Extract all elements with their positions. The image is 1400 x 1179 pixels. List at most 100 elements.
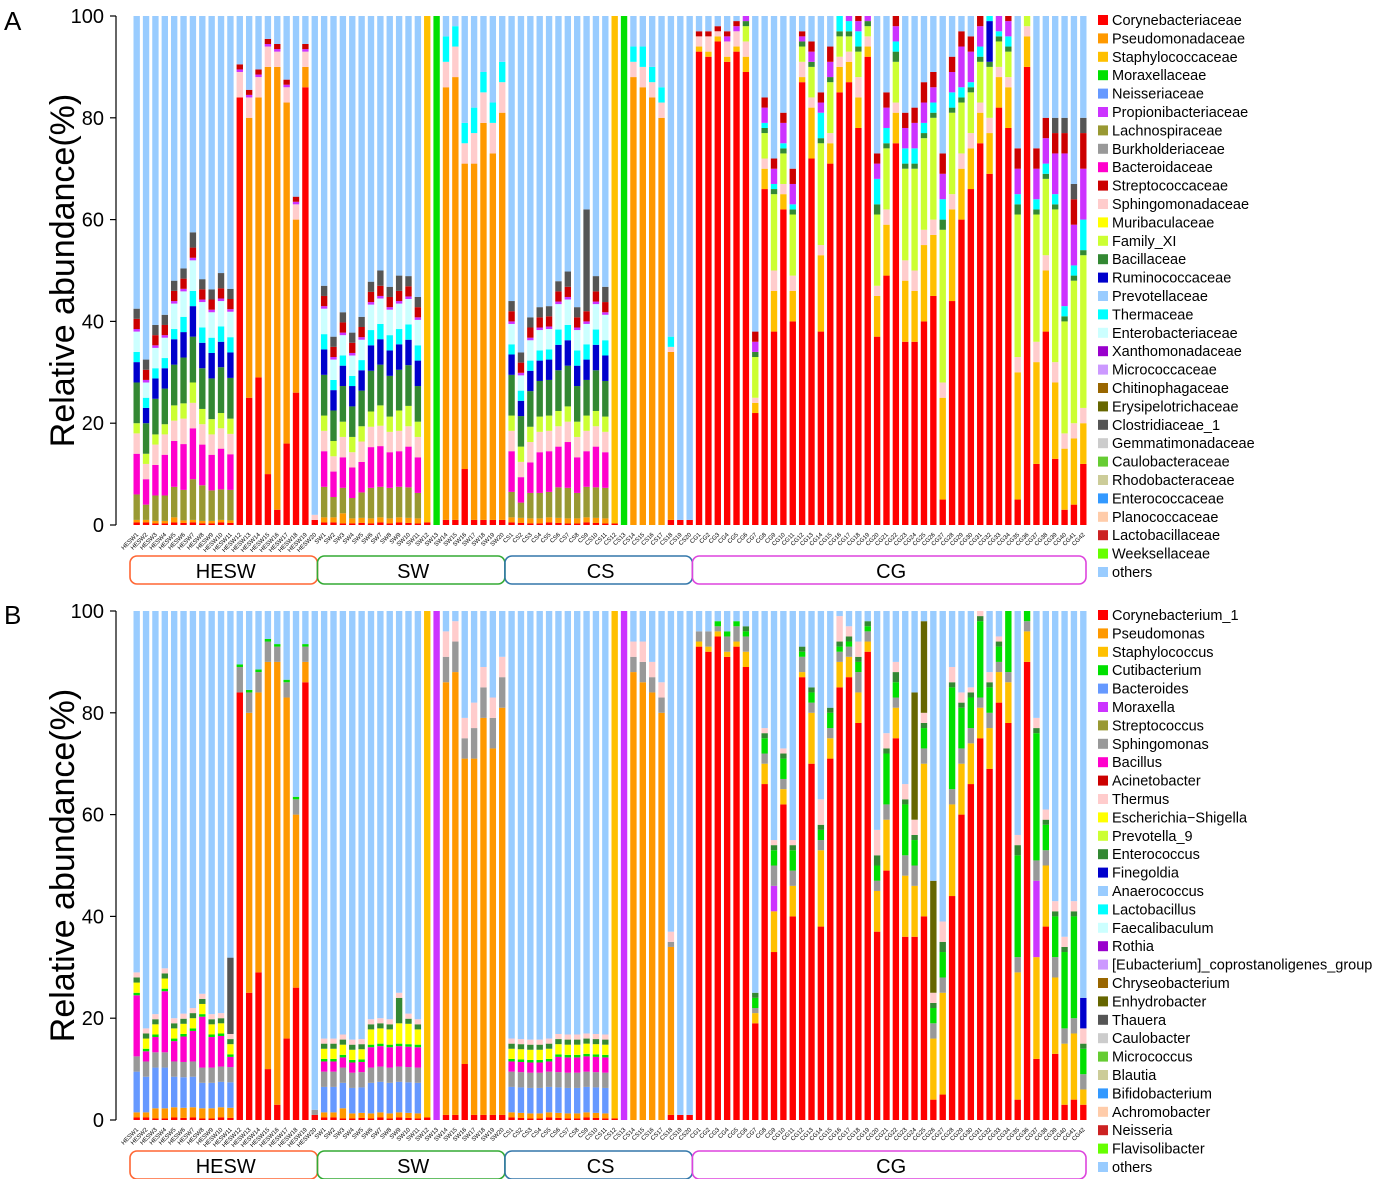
bar-segment-lachnospiraceae [583, 486, 590, 518]
legend-label: Moraxellaceae [1112, 68, 1206, 84]
bar-segment-corynebacterium-1 [189, 1117, 197, 1120]
bar-segment-others [817, 611, 825, 800]
legend-swatch [1098, 456, 1108, 467]
bar-segment-escherichia-shigella [170, 1028, 178, 1039]
legend-swatch [1098, 646, 1108, 657]
bar-CG29 [958, 16, 965, 525]
bar-segment-corynebacteriaceae [517, 522, 525, 525]
legend-label: Thauera [1112, 1013, 1167, 1029]
bar-segment-others [1014, 611, 1021, 835]
bar-segment-streptococcaceae [592, 291, 600, 302]
bar-segment-pseudomonadaceae [527, 518, 534, 524]
bar-segment-enterococcus [395, 997, 403, 1024]
bar-segment-others [339, 611, 347, 1035]
bar-segment-bacteroidaceae [358, 461, 365, 493]
bar-segment-others [545, 16, 553, 307]
bar-segment-thermus [180, 1013, 187, 1019]
bar-segment-corynebacterium-1 [752, 1023, 759, 1120]
legend-label: Enterococcaceae [1112, 491, 1224, 507]
bar-segment-corynebacterium-1 [245, 992, 253, 1120]
bar-segment-sphingomonas [930, 1023, 937, 1039]
bar-segment-sphingomonadaceae [414, 436, 422, 458]
bar-segment-escherichia-shigella [199, 1003, 206, 1015]
bar-segment-sphingomonadaceae [930, 219, 937, 235]
bar-segment-others [761, 611, 768, 729]
bar-segment-propionibacteriaceae [930, 87, 937, 103]
bar-segment-streptococcaceae [733, 21, 740, 27]
bar-segment-corynebacterium-1 [133, 1117, 140, 1120]
bar-segment-escherichia-shigella [152, 1024, 159, 1035]
bar-segment-thermus [1080, 1028, 1087, 1044]
bar-segment-corynebacterium-1 [911, 936, 918, 1120]
bar-segment-staphylococcaceae [1014, 372, 1021, 500]
bar-segment-others [264, 16, 272, 39]
bar-segment-streptococcaceae [180, 278, 187, 289]
bar-segment-sphingomonas [255, 672, 262, 693]
bar-segment-corynebacterium-1 [1080, 1104, 1087, 1120]
bar-CG15 [827, 16, 834, 526]
bar-segment-enterococcus [1070, 911, 1078, 917]
bar-segment-corynebacteriaceae [217, 522, 225, 525]
bar-HESW14 [255, 16, 262, 525]
bar-segment-corynebacterium-1 [808, 763, 815, 1120]
bar-CG15 [827, 611, 834, 1120]
bar-segment-bacillaceae [527, 391, 534, 427]
bar-segment-cutibacterium [161, 988, 168, 992]
bar-segment-family-xi [602, 416, 609, 432]
bar-segment-corynebacteriaceae [1061, 509, 1068, 525]
bar-segment-corynebacteriaceae [142, 522, 150, 525]
bar-segment-bacillaceae [808, 61, 815, 67]
bar-segment-clostridiaceae-1 [574, 307, 581, 318]
bar-segment-sphingomonadaceae [892, 102, 900, 113]
bar-segment-staphylococcaceae [911, 290, 918, 342]
bar-segment-lachnospiraceae [405, 487, 412, 518]
bar-segment-sphingomonas [414, 1067, 422, 1083]
bar-segment-enterobacteriaceae [320, 308, 328, 335]
bar-segment-ruminococcaceae [152, 378, 159, 399]
bar-segment-corynebacterium-1 [827, 758, 834, 1120]
bar-segment-others [798, 611, 806, 647]
bar-segment-bacillaceae [320, 374, 328, 416]
bar-segment-corynebacteriaceae [152, 523, 159, 525]
bar-segment-pseudomonadaceae [667, 351, 675, 520]
bar-segment-pseudomonas [489, 748, 497, 1115]
bar-CS16 [648, 16, 656, 525]
bar-segment-propionibacteriaceae [292, 201, 300, 205]
bar-segment-cutibacterium [133, 992, 140, 996]
bar-segment-others [967, 16, 975, 37]
bar-segment-thermaceae [470, 107, 478, 134]
bar-segment-others [1070, 16, 1078, 184]
bar-segment-corynebacterium-1 [714, 636, 721, 1120]
y-tick-label: 60 [82, 805, 104, 827]
bar-segment-propionibacteriaceae [967, 51, 975, 83]
bar-CS19 [677, 16, 684, 525]
bar-segment-others [658, 611, 665, 683]
bar-segment-family-xi [986, 66, 993, 118]
legend-label: Muribaculaceae [1112, 215, 1214, 231]
bar-segment-family-xi [367, 411, 375, 427]
bar-segment-bacillaceae [1061, 316, 1068, 322]
bar-segment-propionibacteriaceae [1080, 168, 1087, 220]
legend-label: Bacteroidaceae [1112, 160, 1213, 176]
bar-CG20 [873, 16, 881, 525]
bar-segment-bacillus [189, 1030, 197, 1062]
bar-segment-enterobacteriaceae [349, 355, 356, 376]
bar-segment-others [817, 16, 825, 93]
bar-segment-corynebacteriaceae [798, 82, 806, 526]
bar-segment-clostridiaceae-1 [555, 281, 562, 292]
bar-segment-propionibacteriaceae [283, 84, 290, 88]
bar-HESW4 [161, 16, 168, 525]
bar-segment-thermus [170, 1018, 178, 1024]
bar-segment-pseudomonadaceae [274, 66, 281, 510]
bar-segment-pseudomonas [283, 697, 290, 1039]
bar-segment-thermus [780, 748, 787, 754]
bar-segment-cutibacterium [217, 1033, 225, 1037]
bar-segment-sphingomonadaceae [133, 433, 140, 454]
bar-segment-cutibacterium [798, 651, 806, 657]
bar-segment-pseudomonas [292, 814, 300, 988]
bar-segment-propionibacteriaceae [386, 307, 393, 310]
bar-segment-enterobacteriaceae [508, 323, 515, 345]
bar-segment-ruminococcaceae [133, 362, 140, 383]
bar-segment-corynebacterium-1 [489, 1114, 497, 1120]
